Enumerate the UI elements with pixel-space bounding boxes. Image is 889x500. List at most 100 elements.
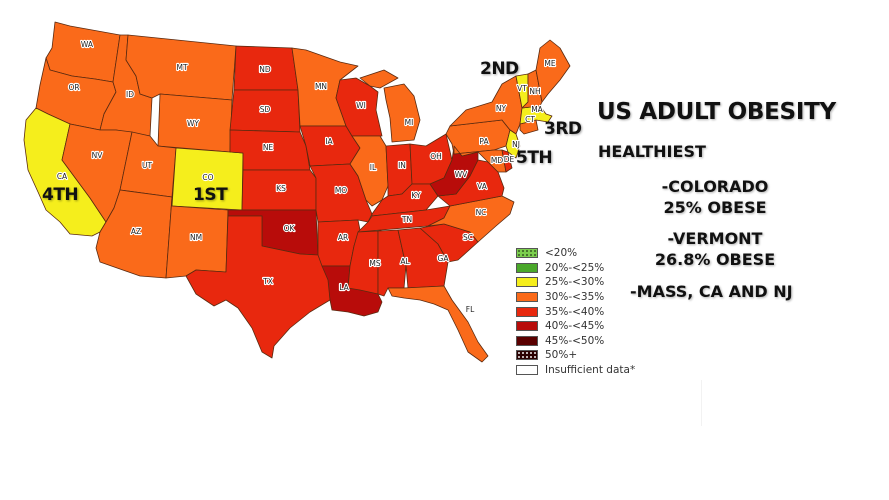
label-wy: WY <box>187 119 199 128</box>
label-pa: PA <box>479 137 489 146</box>
label-ma: MA <box>531 105 543 114</box>
label-in: IN <box>398 161 406 170</box>
rank-label-third: 3RD <box>544 119 582 139</box>
legend-swatch-40-45 <box>516 321 538 332</box>
label-nd: ND <box>259 65 271 74</box>
legend-item-35-40: 35%-<40% <box>516 304 635 319</box>
state-wi[interactable] <box>335 77 383 137</box>
rank-label-second: 2ND <box>480 59 519 79</box>
label-vt: VT <box>517 84 527 93</box>
label-mn: MN <box>315 82 327 91</box>
label-nm: NM <box>190 233 202 242</box>
legend-label: 50%+ <box>545 349 578 362</box>
label-sc: SC <box>463 233 473 242</box>
legend-item-lt20: <20% <box>516 246 635 261</box>
legend-item-20-25: 20%-<25% <box>516 261 635 276</box>
legend-label: 20%-<25% <box>545 261 605 274</box>
label-tx: TX <box>262 277 273 286</box>
label-la: LA <box>339 283 349 292</box>
legend-swatch-20-25 <box>516 262 538 273</box>
label-tn: TN <box>401 215 412 224</box>
healthiest-value: 26.8% OBESE <box>654 250 776 269</box>
label-sd: SD <box>260 105 271 114</box>
label-ky: KY <box>411 191 421 200</box>
rank-label-first: 1ST <box>193 185 228 205</box>
state-mi[interactable] <box>359 69 421 143</box>
label-mo: MO <box>335 186 347 195</box>
label-mi: MI <box>405 118 414 127</box>
healthiest-item-others: -MASS, CA AND NJ <box>630 282 793 301</box>
legend-swatch-35-40 <box>516 306 538 317</box>
state-md[interactable] <box>453 145 507 173</box>
label-fl: FL <box>466 305 475 314</box>
state-de[interactable] <box>501 149 513 173</box>
map-legend: <20% 20%-<25% 25%-<30% 30%-<35% 35%-<40%… <box>516 246 635 377</box>
legend-label: Insufficient data* <box>545 364 636 377</box>
legend-label: 45%-<50% <box>545 334 605 347</box>
label-id: ID <box>126 90 134 99</box>
label-wi: WI <box>356 101 366 110</box>
label-oh: OH <box>430 152 442 161</box>
state-tx[interactable] <box>185 215 331 359</box>
label-ok: OK <box>284 224 296 233</box>
state-nj[interactable] <box>505 129 521 159</box>
legend-label: <20% <box>545 247 578 260</box>
state-ma[interactable] <box>519 105 553 125</box>
legend-label: 25%-<30% <box>545 276 605 289</box>
legend-swatch-50plus <box>516 350 538 361</box>
label-nc: NC <box>476 208 487 217</box>
page-title: US ADULT OBESITY <box>597 99 836 125</box>
legend-swatch-lt20 <box>516 248 538 259</box>
healthiest-value: 25% OBESE <box>663 198 767 217</box>
label-ms: MS <box>369 259 380 268</box>
rank-label-fifth: 5TH <box>516 148 553 168</box>
label-ut: UT <box>142 161 152 170</box>
legend-item-45-50: 45%-<50% <box>516 334 635 349</box>
label-ia: IA <box>325 137 333 146</box>
label-wv: WV <box>455 170 468 179</box>
label-ca: CA <box>57 172 68 181</box>
rank-label-fourth: 4TH <box>42 185 79 205</box>
healthiest-name: -VERMONT <box>667 229 763 248</box>
state-fl[interactable] <box>387 285 489 363</box>
label-nh: NH <box>529 87 540 96</box>
label-ne: NE <box>263 143 274 152</box>
healthiest-item-vermont: -VERMONT 26.8% OBESE <box>630 228 800 270</box>
healthiest-name: -COLORADO <box>661 177 769 196</box>
label-ks: KS <box>276 184 286 193</box>
legend-item-insufficient: Insufficient data* <box>516 363 635 378</box>
legend-swatch-25-30 <box>516 277 538 288</box>
label-ny: NY <box>496 104 507 113</box>
state-me[interactable] <box>535 39 571 103</box>
label-wa: WA <box>81 40 94 49</box>
label-ct: CT <box>525 115 535 124</box>
legend-label: 40%-<45% <box>545 320 605 333</box>
label-va: VA <box>477 182 488 191</box>
legend-swatch-insufficient <box>516 365 538 376</box>
label-md: MD <box>491 156 503 165</box>
legend-swatch-45-50 <box>516 335 538 346</box>
label-ga: GA <box>438 254 450 263</box>
label-or: OR <box>68 83 79 92</box>
state-mt[interactable] <box>125 34 237 101</box>
label-mt: MT <box>176 63 187 72</box>
label-il: IL <box>370 163 377 172</box>
divider <box>701 380 702 426</box>
label-me: ME <box>544 59 555 68</box>
legend-item-30-35: 30%-<35% <box>516 290 635 305</box>
legend-item-40-45: 40%-<45% <box>516 319 635 334</box>
legend-swatch-30-35 <box>516 292 538 303</box>
legend-label: 30%-<35% <box>545 291 605 304</box>
state-nc[interactable] <box>427 195 515 243</box>
label-co: CO <box>202 173 213 182</box>
label-al: AL <box>400 257 410 266</box>
legend-item-25-30: 25%-<30% <box>516 275 635 290</box>
section-subtitle: HEALTHIEST <box>598 142 706 161</box>
label-az: AZ <box>131 227 141 236</box>
state-il[interactable] <box>349 135 389 207</box>
legend-item-50plus: 50%+ <box>516 348 635 363</box>
legend-label: 35%-<40% <box>545 305 605 318</box>
label-nj: NJ <box>512 140 520 149</box>
label-de: DE <box>504 155 515 164</box>
